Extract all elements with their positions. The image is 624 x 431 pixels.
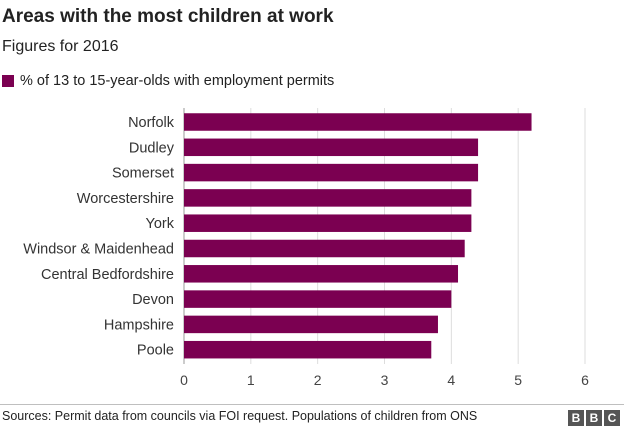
category-label: York (146, 216, 175, 232)
x-tick-label: 0 (180, 372, 188, 388)
category-label: Worcestershire (77, 191, 174, 207)
category-label: Devon (132, 292, 174, 308)
bbc-logo-letter: C (604, 410, 620, 426)
bar (184, 113, 532, 131)
chart-subtitle: Figures for 2016 (2, 38, 119, 55)
legend: % of 13 to 15-year-olds with employment … (2, 73, 334, 89)
category-label: Windsor & Maidenhead (23, 242, 174, 258)
bbc-logo-letter: B (586, 410, 602, 426)
category-label: Hampshire (104, 317, 174, 333)
bar (184, 163, 479, 182)
bar (184, 239, 465, 258)
x-tick-label: 6 (581, 372, 589, 388)
bar (184, 138, 479, 157)
x-tick-label: 1 (247, 372, 255, 388)
bar (184, 340, 432, 359)
bar-chart: 0 1 2 3 4 5 6 Norfolk Dudley Somerset Worcestershi… (23, 108, 589, 388)
x-tick-label: 3 (381, 372, 389, 388)
x-tick-label: 5 (514, 372, 522, 388)
footer-divider (0, 404, 624, 405)
x-tick-label: 4 (447, 372, 455, 388)
category-label: Dudley (129, 140, 175, 156)
bar (184, 290, 452, 308)
x-tick-label: 2 (314, 372, 322, 388)
bar (184, 265, 459, 283)
legend-swatch (2, 75, 14, 87)
legend-label: % of 13 to 15-year-olds with employment … (20, 73, 335, 89)
bbc-logo-letter: B (568, 410, 584, 426)
category-label: Poole (137, 343, 174, 359)
category-label: Central Bedfordshire (41, 267, 174, 283)
category-label: Norfolk (128, 115, 175, 131)
bar (184, 315, 438, 334)
chart-title: Areas with the most children at work (2, 6, 334, 27)
category-label: Somerset (112, 166, 174, 182)
bbc-logo: B B C (568, 410, 620, 426)
source-note: Sources: Permit data from councils via F… (2, 409, 478, 423)
bar (184, 189, 472, 207)
bar (184, 214, 472, 232)
